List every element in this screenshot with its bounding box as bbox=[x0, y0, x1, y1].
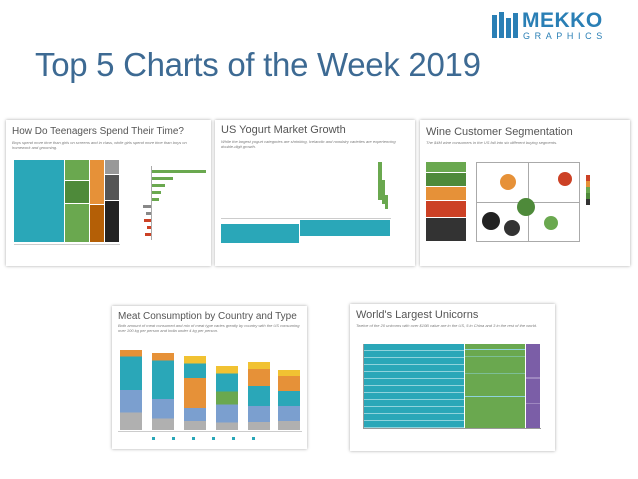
segment-bubble bbox=[544, 216, 558, 230]
bar-india bbox=[278, 370, 300, 430]
minutes-bar bbox=[151, 177, 173, 180]
chart-card-teenagers[interactable]: How Do Teenagers Spend Their Time? Boys … bbox=[6, 120, 211, 266]
bar-japan bbox=[248, 362, 270, 430]
card-subtitle: Boys spend more time than girls on scree… bbox=[12, 140, 187, 150]
bar-nondairy bbox=[382, 180, 385, 204]
minutes-bar bbox=[147, 226, 151, 229]
segment-bar bbox=[426, 187, 466, 200]
chart-card-wine[interactable]: Wine Customer Segmentation The $4M wine … bbox=[420, 120, 630, 266]
card-title: Wine Customer Segmentation bbox=[426, 126, 573, 138]
bar-nigeria bbox=[216, 366, 238, 430]
card-subtitle: Both amount of meat consumed and mix of … bbox=[118, 323, 300, 333]
chart-card-unicorns[interactable]: World's Largest Unicorns Twelve of the 2… bbox=[350, 304, 555, 451]
mekko-segment bbox=[105, 201, 119, 242]
mekko-segment bbox=[65, 160, 89, 180]
minutes-bar bbox=[145, 233, 151, 236]
minutes-bar bbox=[151, 198, 159, 201]
bar-greek bbox=[221, 224, 299, 243]
mekko-segment bbox=[105, 175, 119, 200]
card-title: US Yogurt Market Growth bbox=[221, 124, 346, 136]
bar-china bbox=[184, 356, 206, 430]
segment-bar bbox=[426, 201, 466, 217]
card-subtitle: The $4M wine consumers in the US fall in… bbox=[426, 140, 558, 145]
legend-row bbox=[152, 437, 262, 440]
mekko-segment bbox=[90, 160, 104, 204]
y-axis bbox=[363, 344, 364, 428]
mekko-graphics-logo: MEKKO GRAPHICS bbox=[492, 9, 624, 41]
mekko-segment bbox=[65, 204, 89, 242]
logo-mark-icon bbox=[492, 12, 518, 38]
segment-bar bbox=[426, 218, 466, 241]
bar-traditional bbox=[300, 220, 390, 236]
mekko-segment bbox=[105, 160, 119, 174]
minutes-bar bbox=[151, 170, 206, 173]
mekko-segment bbox=[90, 205, 104, 242]
zero-line bbox=[221, 218, 391, 219]
chart-card-meat[interactable]: Meat Consumption by Country and Type Bot… bbox=[112, 306, 307, 449]
segment-bubble bbox=[517, 198, 535, 216]
card-title: Meat Consumption by Country and Type bbox=[118, 311, 297, 322]
bar-usa bbox=[120, 350, 142, 430]
legend-swatches bbox=[586, 175, 590, 205]
column-usa bbox=[364, 344, 464, 428]
bar-icelandic bbox=[378, 162, 382, 200]
minutes-bar bbox=[151, 191, 161, 194]
segment-bubble bbox=[500, 174, 516, 190]
segment-bar bbox=[426, 162, 466, 172]
bar-argentina bbox=[152, 353, 174, 430]
minutes-bar bbox=[143, 205, 151, 208]
minutes-bar bbox=[146, 212, 151, 215]
axis-zero-line bbox=[151, 166, 152, 240]
card-subtitle: Twelve of the 20 unicorns with over $10B… bbox=[356, 323, 537, 328]
card-title: World's Largest Unicorns bbox=[356, 309, 479, 321]
segment-bubble bbox=[558, 172, 572, 186]
mekko-segment bbox=[65, 181, 89, 203]
chart-card-yogurt[interactable]: US Yogurt Market Growth While the larges… bbox=[215, 120, 415, 266]
mekko-segment bbox=[14, 160, 64, 242]
minutes-bar bbox=[151, 184, 165, 187]
bar-kids bbox=[385, 195, 388, 209]
axis-baseline bbox=[14, 244, 120, 245]
segment-bar bbox=[426, 173, 466, 186]
x-axis bbox=[363, 428, 541, 429]
page-title: Top 5 Charts of the Week 2019 bbox=[35, 46, 481, 83]
card-title: How Do Teenagers Spend Their Time? bbox=[12, 126, 184, 137]
card-subtitle: While the largest yogurt categories are … bbox=[221, 139, 396, 149]
logo-wordmark: MEKKO bbox=[522, 9, 603, 32]
minutes-bar bbox=[144, 219, 151, 222]
column-rest-of-world bbox=[526, 344, 540, 428]
column-china bbox=[465, 344, 525, 428]
segment-bubble bbox=[504, 220, 520, 236]
logo-tagline: GRAPHICS bbox=[523, 31, 607, 41]
axis-baseline bbox=[118, 431, 302, 432]
segment-bubble bbox=[482, 212, 500, 230]
